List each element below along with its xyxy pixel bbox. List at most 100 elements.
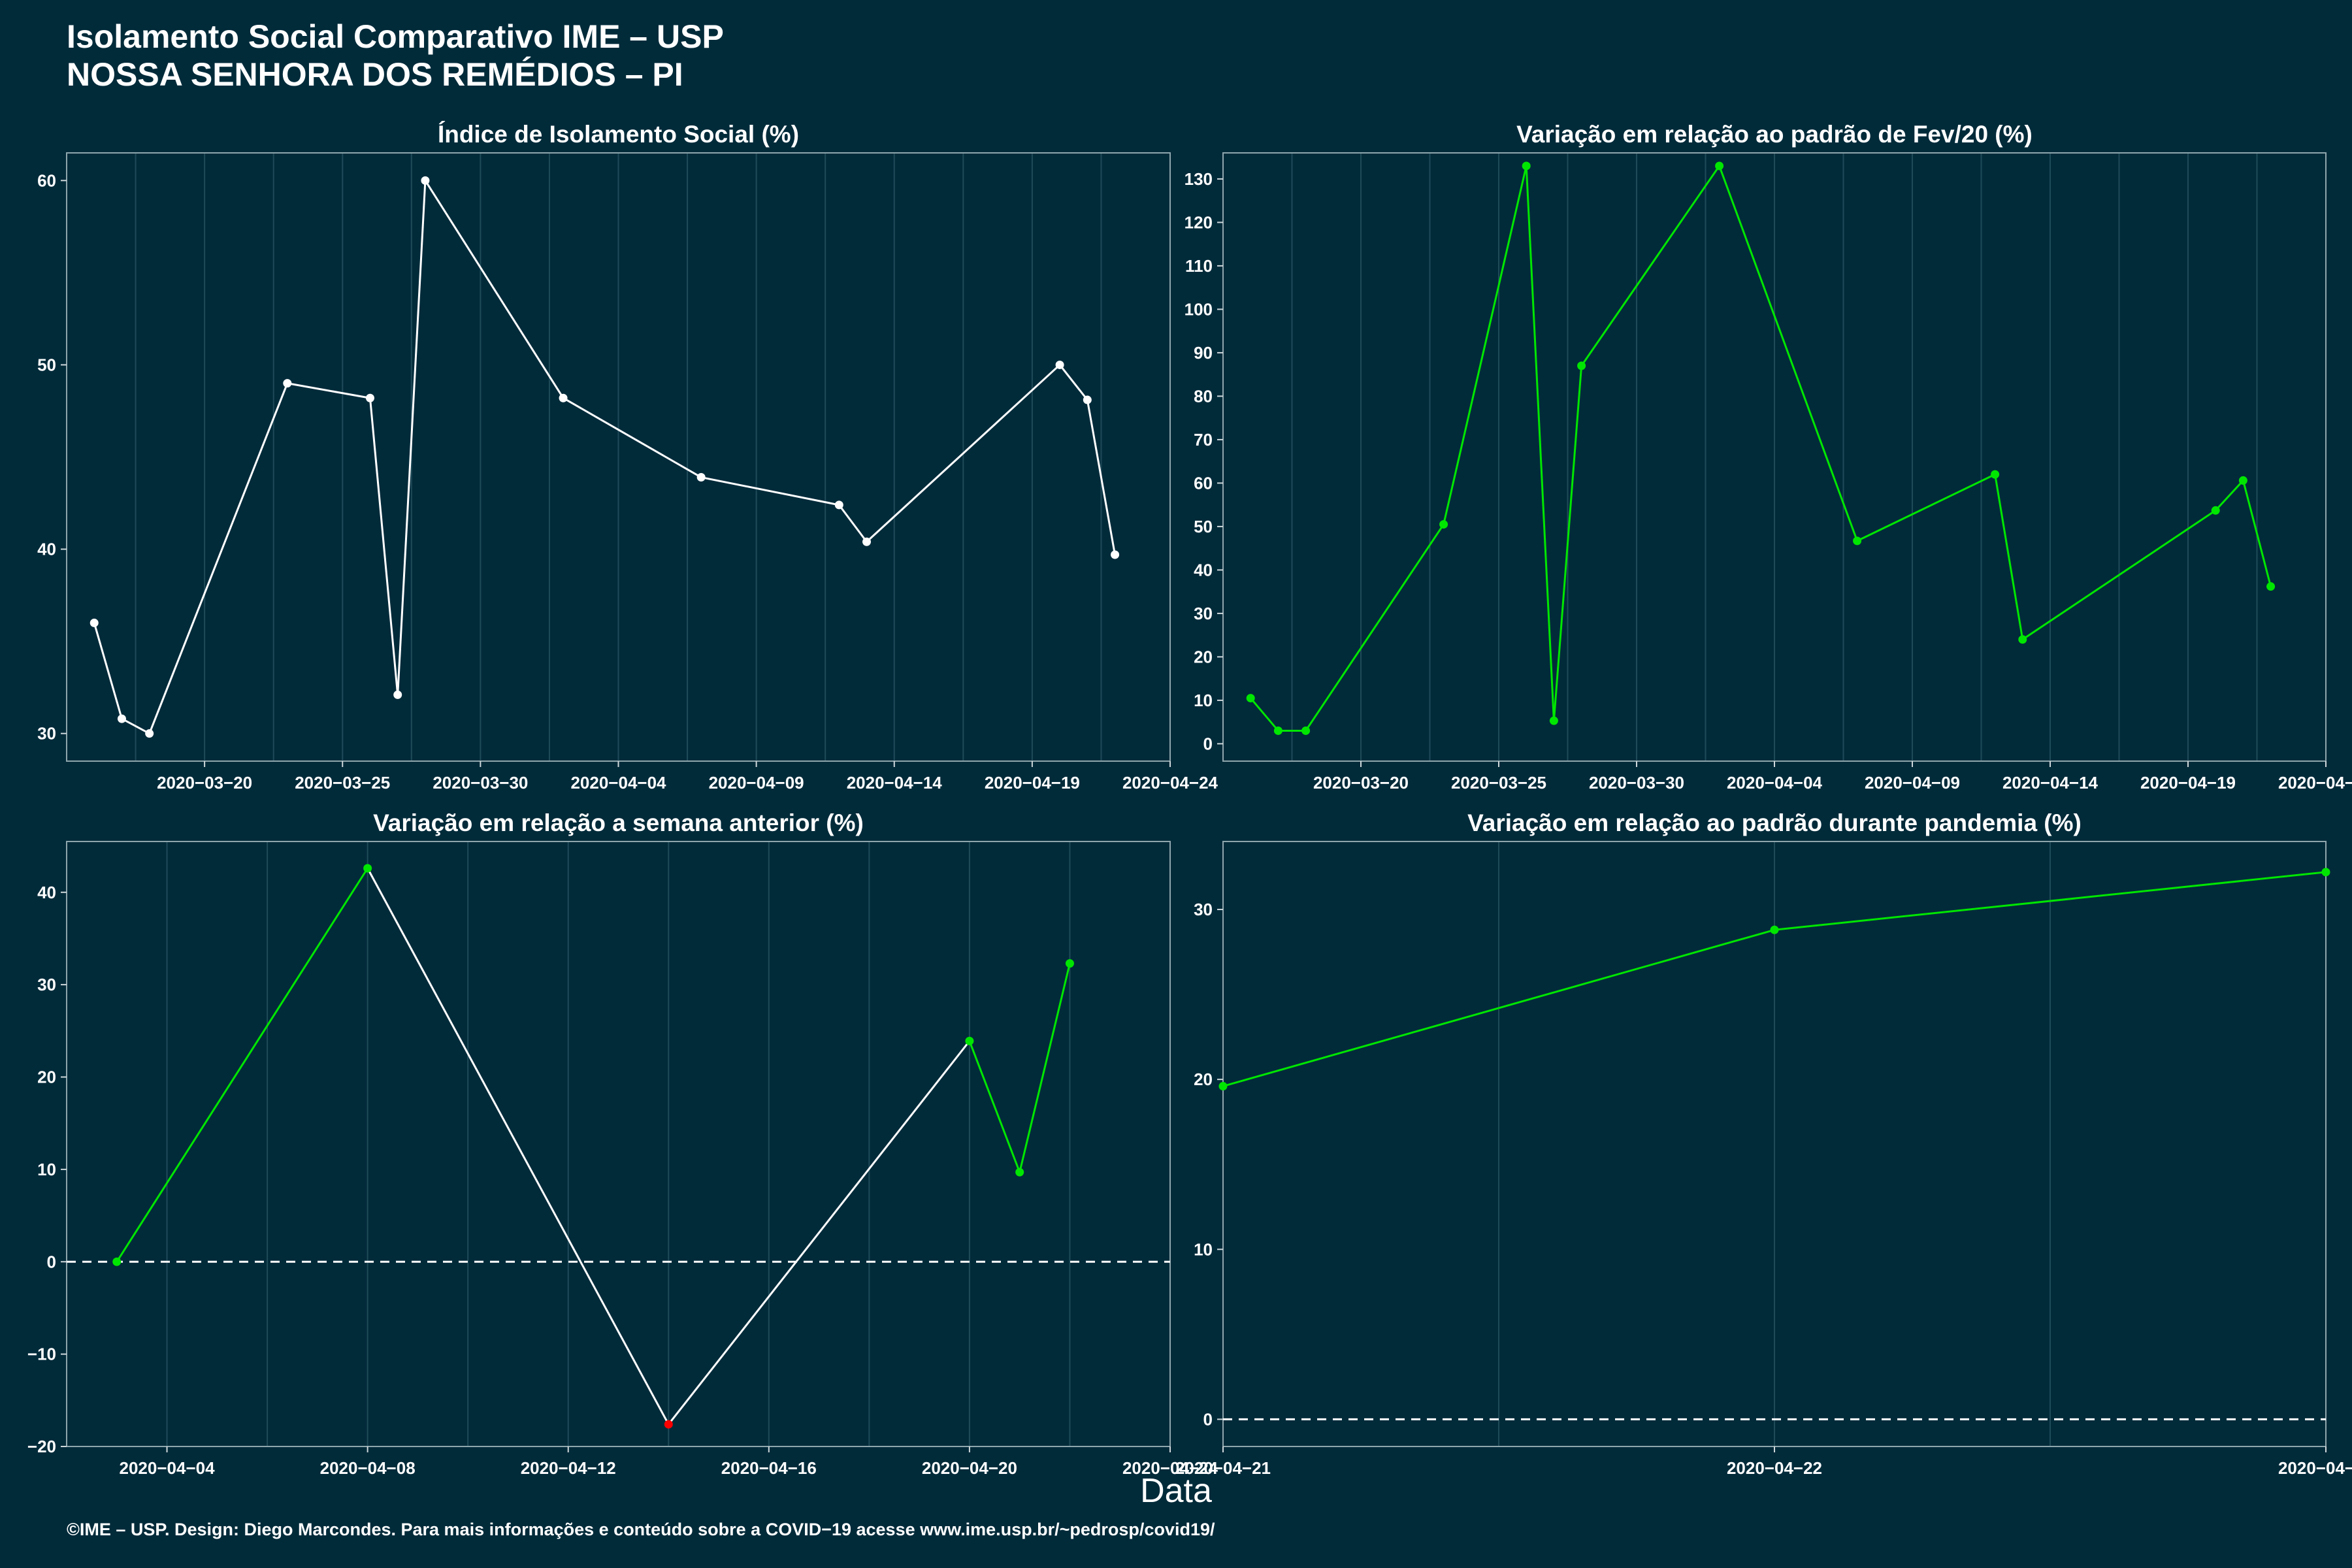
y-tick-label: 40 bbox=[37, 883, 56, 902]
series-segment bbox=[116, 868, 368, 1263]
series-segment bbox=[968, 1040, 1021, 1173]
data-point bbox=[1522, 161, 1531, 171]
series-segment bbox=[93, 622, 123, 719]
y-tick-label: 30 bbox=[1194, 604, 1213, 623]
chart-title: Índice de Isolamento Social (%) bbox=[438, 121, 799, 148]
data-point bbox=[365, 393, 374, 402]
x-tick-label: 2020−04−08 bbox=[320, 1458, 416, 1478]
x-tick-label: 2020−04−24 bbox=[1122, 773, 1218, 792]
y-tick-label: 90 bbox=[1194, 343, 1213, 363]
y-tick-label: 20 bbox=[37, 1068, 56, 1087]
y-tick-label: 110 bbox=[1185, 256, 1213, 276]
data-point bbox=[1273, 726, 1282, 735]
series-segment bbox=[287, 382, 370, 399]
data-point bbox=[1083, 395, 1092, 404]
series-segment bbox=[866, 364, 1061, 543]
chart-title: Variação em relação a semana anterior (%… bbox=[373, 809, 864, 836]
y-tick-label: 70 bbox=[1194, 430, 1213, 449]
data-point bbox=[1218, 1082, 1228, 1091]
x-tick-label: 2020−03−25 bbox=[295, 773, 390, 792]
data-point bbox=[2321, 868, 2330, 877]
x-tick-label: 2020−04−23 bbox=[2278, 1458, 2352, 1478]
page-subtitle: NOSSA SENHORA DOS REMÉDIOS – PI bbox=[67, 56, 683, 93]
x-tick-label: 2020−04−12 bbox=[521, 1458, 616, 1478]
y-tick-label: 10 bbox=[37, 1160, 56, 1179]
y-tick-label: 30 bbox=[1194, 900, 1213, 919]
x-tick-label: 2020−03−30 bbox=[1589, 773, 1684, 792]
y-tick-label: 40 bbox=[1194, 560, 1213, 580]
data-point bbox=[112, 1257, 122, 1266]
footer-credit: ©IME – USP. Design: Diego Marcondes. Par… bbox=[67, 1520, 1215, 1539]
y-tick-label: 80 bbox=[1194, 386, 1213, 406]
y-tick-label: 60 bbox=[37, 171, 56, 190]
chart-title: Variação em relação ao padrão de Fev/20 … bbox=[1516, 121, 2033, 148]
series-segment bbox=[700, 476, 840, 506]
data-point bbox=[664, 1420, 673, 1429]
x-tick-label: 2020−04−09 bbox=[1865, 773, 1960, 792]
series-segment bbox=[1994, 474, 2024, 640]
series-segment bbox=[838, 504, 868, 543]
data-point bbox=[1853, 536, 1862, 546]
y-tick-label: −10 bbox=[27, 1345, 56, 1364]
y-tick-label: 130 bbox=[1184, 169, 1213, 189]
x-tick-label: 2020−04−04 bbox=[120, 1458, 216, 1478]
x-tick-label: 2020−04−19 bbox=[2140, 773, 2236, 792]
data-point bbox=[1055, 360, 1064, 369]
y-tick-label: 60 bbox=[1194, 473, 1213, 493]
series-segment bbox=[2242, 480, 2272, 587]
data-point bbox=[2018, 635, 2027, 644]
y-tick-label: 50 bbox=[1194, 517, 1213, 536]
y-tick-label: −20 bbox=[27, 1437, 56, 1456]
series-segment bbox=[121, 717, 150, 735]
y-tick-label: 20 bbox=[1194, 1070, 1213, 1089]
x-tick-label: 2020−03−30 bbox=[433, 773, 528, 792]
data-point bbox=[834, 500, 843, 510]
data-point bbox=[363, 864, 372, 873]
series-segment bbox=[1443, 165, 1527, 525]
data-point bbox=[862, 537, 872, 546]
series-segment bbox=[2215, 480, 2244, 512]
y-tick-label: 30 bbox=[37, 724, 56, 743]
data-point bbox=[1065, 959, 1074, 968]
data-point bbox=[1301, 726, 1311, 735]
x-tick-label: 2020−03−20 bbox=[1313, 773, 1409, 792]
series-segment bbox=[1774, 871, 2327, 931]
x-tick-label: 2020−03−25 bbox=[1451, 773, 1546, 792]
x-tick-label: 2020−03−20 bbox=[157, 773, 252, 792]
data-point bbox=[696, 473, 706, 482]
chart-panel-2: Variação em relação ao padrão de Fev/20 … bbox=[1184, 121, 2352, 792]
series-segment bbox=[424, 180, 564, 399]
series-segment bbox=[1058, 364, 1088, 400]
x-tick-label: 2020−04−24 bbox=[2278, 773, 2352, 792]
data-point bbox=[2211, 506, 2220, 515]
series-segment bbox=[2021, 510, 2217, 641]
data-point bbox=[965, 1036, 974, 1045]
data-point bbox=[393, 690, 402, 699]
x-tick-label: 2020−04−04 bbox=[570, 773, 666, 792]
y-tick-label: 20 bbox=[1194, 647, 1213, 666]
data-point bbox=[559, 393, 568, 402]
series-segment bbox=[1086, 399, 1117, 555]
y-tick-label: 10 bbox=[1194, 1239, 1213, 1259]
y-tick-label: 0 bbox=[1203, 1409, 1213, 1429]
data-point bbox=[1246, 694, 1255, 703]
x-axis-label: Data bbox=[1140, 1472, 1212, 1510]
data-point bbox=[1991, 470, 2000, 479]
data-point bbox=[90, 618, 99, 627]
series-segment bbox=[563, 397, 702, 478]
series-segment bbox=[1222, 928, 1775, 1088]
data-point bbox=[1577, 361, 1586, 370]
y-tick-label: 100 bbox=[1184, 299, 1213, 319]
chart-panel-3: Variação em relação a semana anterior (%… bbox=[27, 809, 1218, 1478]
series-segment bbox=[1250, 697, 1279, 732]
y-tick-label: 50 bbox=[37, 355, 56, 374]
data-point bbox=[421, 176, 430, 185]
x-tick-label: 2020−04−22 bbox=[1727, 1458, 1822, 1478]
series-segment bbox=[1856, 473, 1996, 542]
series-segment bbox=[368, 398, 399, 695]
series-segment bbox=[1718, 165, 1859, 542]
series-segment bbox=[148, 383, 289, 734]
x-tick-label: 2020−04−16 bbox=[721, 1458, 817, 1478]
series-segment bbox=[1552, 365, 1583, 721]
